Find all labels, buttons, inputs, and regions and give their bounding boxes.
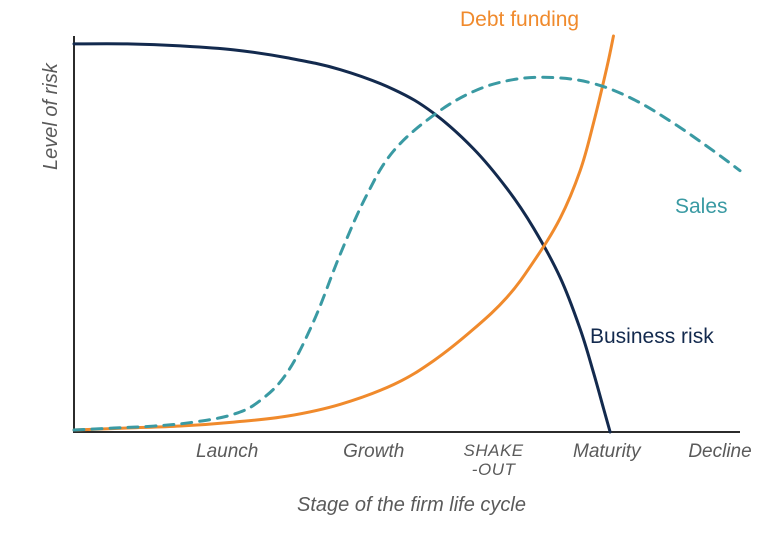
series-debt-funding (74, 36, 613, 430)
stage-label-launch: Launch (196, 442, 258, 463)
chart-svg (0, 0, 768, 547)
stage-label-text-line2: -OUT (464, 461, 524, 480)
series-business-risk (74, 44, 610, 432)
stage-label-text: Maturity (573, 441, 641, 462)
y-axis-title: Level of risk (40, 63, 63, 170)
firm-life-cycle-chart: Level of risk Stage of the firm life cyc… (0, 0, 768, 547)
stage-label-growth: Growth (343, 442, 404, 463)
stage-label-text: Launch (196, 441, 258, 462)
series-label-debt-funding: Debt funding (460, 8, 579, 32)
stage-label-text: Growth (343, 441, 404, 462)
stage-label-text: SHAKE (464, 441, 524, 460)
x-axis-title: Stage of the firm life cycle (297, 494, 526, 517)
stage-label-maturity: Maturity (573, 442, 641, 463)
stage-label-decline: Decline (688, 442, 751, 463)
series-label-business-risk: Business risk (590, 325, 714, 349)
series-label-sales: Sales (675, 195, 728, 219)
stage-label-shakeout: SHAKE -OUT (464, 442, 524, 479)
stage-label-text: Decline (688, 441, 751, 462)
